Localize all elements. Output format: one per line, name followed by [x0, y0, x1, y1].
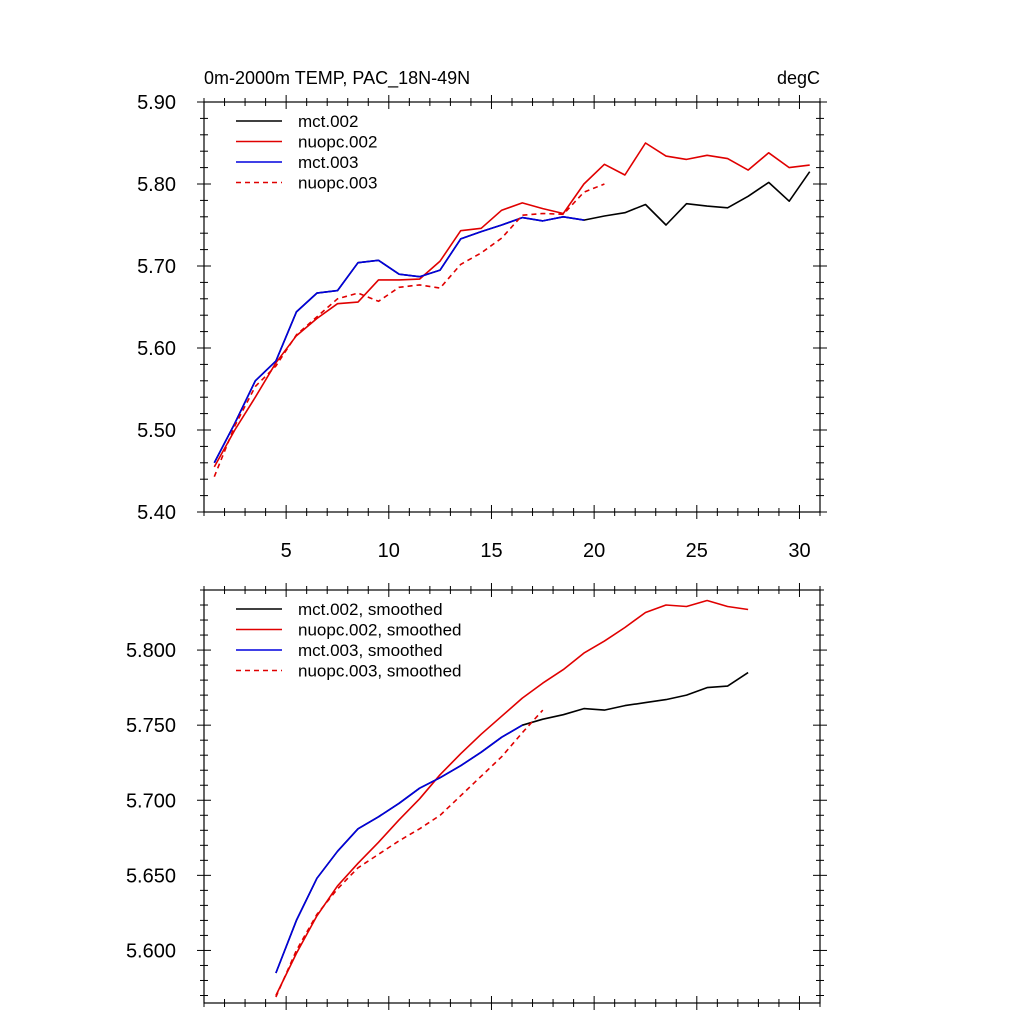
top-panel: 5 10 15 20 25 30 5.40 5.50 5.60 5.70 5.80 5.90 0m-20…	[137, 68, 827, 562]
legend-label: nuopc.003	[298, 174, 377, 193]
units-label: degC	[777, 68, 820, 88]
y-tick-label: 5.60	[137, 338, 176, 360]
x-tick-label: 5	[281, 540, 292, 562]
legend-label: mct.003, smoothed	[298, 641, 443, 660]
legend-label: mct.002, smoothed	[298, 600, 443, 619]
y-tick-label: 5.90	[137, 92, 176, 114]
series-line-nuopc-003-smoothed	[275, 709, 544, 998]
series-line-mct-002	[213, 171, 811, 464]
y-tick-label: 5.800	[126, 640, 176, 662]
y-tick-label: 5.600	[126, 940, 176, 962]
series-line-mct-003-smoothed	[275, 724, 523, 974]
y-tick-label: 5.750	[126, 715, 176, 737]
y-tick-label: 5.40	[137, 502, 176, 524]
y-tick-label: 5.70	[137, 256, 176, 278]
plot-frame	[203, 589, 821, 1004]
legend-label: nuopc.003, smoothed	[298, 662, 462, 681]
legend-label: nuopc.002, smoothed	[298, 621, 462, 640]
y-tick-label: 5.650	[126, 865, 176, 887]
series-line-mct-003	[213, 216, 585, 464]
x-tick-label: 30	[788, 540, 810, 562]
bottom-panel: 5.600 5.650 5.700 5.750 5.800 mct.002, smooth…	[126, 583, 827, 1010]
x-tick-label: 20	[583, 540, 605, 562]
legend-label: mct.002	[298, 112, 358, 131]
legend-label: mct.003	[298, 153, 358, 172]
chart-title: 0m-2000m TEMP, PAC_18N-49N	[204, 68, 470, 89]
series-line-mct-002-smoothed	[275, 671, 749, 974]
series-line-nuopc-003	[213, 183, 605, 477]
plot-frame	[203, 101, 821, 513]
series-line-nuopc-002-smoothed	[275, 599, 749, 996]
legend-label: nuopc.002	[298, 133, 377, 152]
y-tick-label: 5.50	[137, 420, 176, 442]
x-tick-label: 15	[480, 540, 502, 562]
series-line-nuopc-002	[213, 142, 810, 468]
x-tick-label: 10	[378, 540, 400, 562]
x-tick-label: 25	[686, 540, 708, 562]
y-tick-label: 5.700	[126, 790, 176, 812]
y-tick-label: 5.80	[137, 174, 176, 196]
